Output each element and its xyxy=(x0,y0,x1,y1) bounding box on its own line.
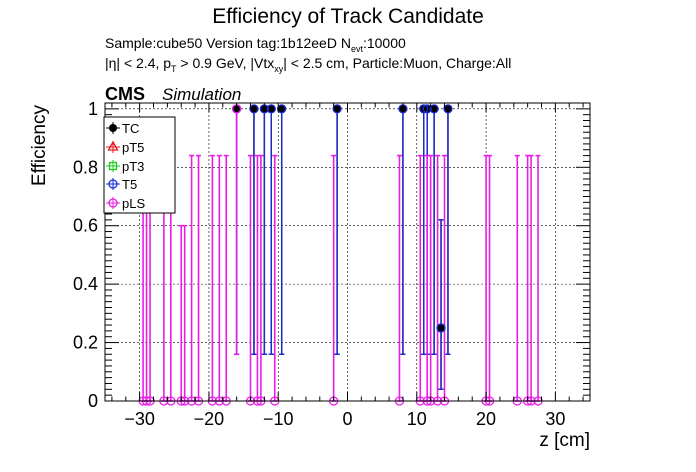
marker-t5 xyxy=(436,323,446,333)
x-tick-label: −30 xyxy=(124,409,155,429)
marker-t5 xyxy=(422,104,432,114)
marker-t5 xyxy=(332,104,342,114)
x-tick-label: 0 xyxy=(342,409,352,429)
subtitle-vtx-cut: | < 2.5 cm, Particle:Muon, Charge:All xyxy=(283,55,511,71)
legend-label-pls: pLS xyxy=(122,196,145,211)
x-tick-label: 30 xyxy=(545,409,565,429)
marker-tc xyxy=(443,104,452,113)
x-tick-label: 20 xyxy=(476,409,496,429)
legend-marker-t5 xyxy=(108,179,118,189)
marker-tc xyxy=(277,104,286,113)
subtitle-pt-cut: > 0.9 GeV, |Vtx xyxy=(177,55,275,71)
marker-t5 xyxy=(277,104,287,114)
marker-tc xyxy=(249,104,258,113)
x-tick-label: 10 xyxy=(407,409,427,429)
legend-label-pt5: pT5 xyxy=(122,140,144,155)
legend-marker-tc xyxy=(109,124,117,132)
legend-entry-pt3: pT3 xyxy=(106,159,144,174)
subtitle-nevt-value: :10000 xyxy=(363,35,406,51)
legend-entry-pls: pLS xyxy=(106,196,145,211)
legend-entry-pt5: pT5 xyxy=(106,140,144,155)
legend: TC pT5 pT3 T5 pLS xyxy=(103,116,176,214)
subtitle-eta-cut: |η| < 2.4, p xyxy=(105,55,171,71)
x-tick-label: −10 xyxy=(263,409,294,429)
subtitle-line-2: |η| < 2.4, pT > 0.9 GeV, |Vtxxy| < 2.5 c… xyxy=(105,55,511,74)
error-bars xyxy=(140,108,541,402)
marker-tc xyxy=(260,104,269,113)
legend-entry-t5: T5 xyxy=(106,177,137,192)
marker-tc xyxy=(430,104,439,113)
chart-title: Efficiency of Track Candidate xyxy=(212,5,484,28)
axes: −30 −20 −10 0 10 20 30 0 0.2 0.4 0.6 0.8 1 xyxy=(73,99,591,429)
subtitle-vtx-subscript: xy xyxy=(274,64,284,74)
marker-t5 xyxy=(266,104,276,114)
marker-t5 xyxy=(249,104,259,114)
legend-label-t5: T5 xyxy=(122,177,137,192)
subtitle-pt-subscript: T xyxy=(171,64,177,74)
marker-tc xyxy=(437,323,446,332)
subtitle-nevt-subscript: evt xyxy=(351,44,364,54)
marker-tc xyxy=(333,104,342,113)
y-tick-label: 0.8 xyxy=(73,157,98,177)
cms-label: CMS xyxy=(105,84,145,104)
y-axis-label: Efficiency xyxy=(29,105,50,186)
marker-t5 xyxy=(443,104,453,114)
y-tick-label: 0.2 xyxy=(73,333,98,353)
legend-marker-pls xyxy=(108,198,118,208)
legend-entry-tc: TC xyxy=(106,121,139,136)
marker-tc xyxy=(232,104,241,113)
subtitle-line-1-main: Sample:cube50 Version tag:1b12eeD N xyxy=(105,35,351,51)
legend-box xyxy=(103,116,176,214)
subtitle-line-1: Sample:cube50 Version tag:1b12eeD Nevt:1… xyxy=(105,35,406,54)
x-axis-label: z [cm] xyxy=(539,430,590,451)
marker-t5 xyxy=(419,104,429,114)
marker-tc xyxy=(267,104,276,113)
legend-marker-pt3 xyxy=(108,161,118,171)
simulation-label: Simulation xyxy=(162,85,241,104)
y-tick-label: 0.6 xyxy=(73,216,98,236)
y-tick-label: 0.4 xyxy=(73,274,98,294)
legend-marker-pt5 xyxy=(107,140,119,151)
x-tick-label: −20 xyxy=(194,409,225,429)
y-tick-label: 0 xyxy=(88,391,98,411)
legend-label-tc: TC xyxy=(122,121,139,136)
grid-lines xyxy=(105,103,590,401)
legend-label-pt3: pT3 xyxy=(122,159,144,174)
marker-tc xyxy=(398,104,407,113)
y-tick-label: 1 xyxy=(88,99,98,119)
data-markers xyxy=(138,104,543,406)
marker-t5 xyxy=(429,104,439,114)
